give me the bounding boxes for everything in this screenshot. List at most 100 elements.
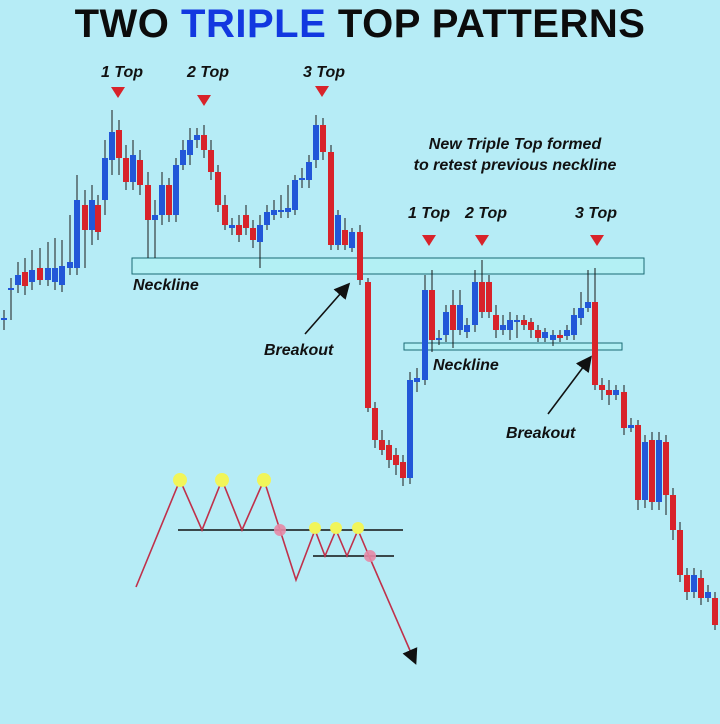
schematic-diagram <box>135 473 418 665</box>
candle-body <box>180 150 186 165</box>
candle-body <box>521 320 527 325</box>
candle <box>436 330 442 345</box>
candle-body <box>299 178 305 180</box>
candle-body <box>592 302 598 385</box>
candle-body <box>493 315 499 330</box>
candle <box>292 175 298 215</box>
candle <box>45 242 51 286</box>
candle <box>123 145 129 190</box>
candle <box>521 315 527 330</box>
candle-body <box>250 228 256 240</box>
candle-body <box>236 225 242 235</box>
candle <box>457 290 463 335</box>
candle <box>320 118 326 160</box>
candle-body <box>67 262 73 268</box>
candle <box>166 178 172 222</box>
candle <box>450 290 456 348</box>
candle-body <box>464 325 470 332</box>
candle-body <box>414 378 420 382</box>
candle <box>173 158 179 222</box>
candle <box>229 218 235 235</box>
candle <box>15 262 21 293</box>
candle <box>116 120 122 175</box>
candle-body <box>564 330 570 336</box>
candle <box>306 155 312 188</box>
candle-body <box>407 380 413 478</box>
candle <box>335 210 341 250</box>
candle <box>67 215 73 275</box>
title-part-3: TOP PATTERNS <box>337 2 646 46</box>
candle <box>1 310 7 330</box>
candle-body <box>507 320 513 330</box>
candle-body <box>443 312 449 335</box>
candle <box>145 172 151 258</box>
candle-body <box>613 390 619 395</box>
candle-body <box>52 268 58 282</box>
candle <box>557 330 563 342</box>
candle <box>599 378 605 400</box>
candle <box>357 225 363 285</box>
candle-body <box>663 442 669 495</box>
candle <box>194 128 200 148</box>
candle-body <box>306 162 312 180</box>
p2-note-line-1: New Triple Top formed <box>429 136 603 153</box>
candle <box>535 325 541 342</box>
schematic-top-dot <box>330 522 342 534</box>
candle <box>550 330 556 346</box>
breakout-arrow-1 <box>304 282 351 335</box>
candle-body <box>194 135 200 140</box>
schematic-top-dot <box>309 522 321 534</box>
candle <box>109 110 115 175</box>
candle-body <box>698 578 704 598</box>
candle <box>130 140 136 190</box>
candle-body <box>550 335 556 340</box>
candle <box>379 430 385 455</box>
candle <box>578 292 584 325</box>
candle <box>243 205 249 235</box>
candle <box>29 250 35 290</box>
candle-body <box>342 230 348 245</box>
candle-body <box>400 462 406 478</box>
candle <box>271 200 277 220</box>
candle <box>507 312 513 340</box>
candle <box>443 305 449 342</box>
candle-body <box>528 322 534 330</box>
candle-body <box>187 140 193 155</box>
candle <box>606 380 612 405</box>
candle-body <box>102 158 108 200</box>
candle <box>59 240 65 292</box>
candle-body <box>222 205 228 225</box>
p1-top3-label: 3 Top <box>303 64 345 81</box>
candle <box>486 275 492 318</box>
candle <box>187 128 193 165</box>
candle <box>349 228 355 252</box>
candle <box>705 585 711 602</box>
candle-body <box>313 125 319 160</box>
candle-body <box>656 440 662 502</box>
candle <box>257 215 263 268</box>
candle <box>208 140 214 180</box>
candle-body <box>145 185 151 220</box>
candle <box>663 435 669 515</box>
candle-body <box>82 205 88 230</box>
candle-body <box>137 160 143 185</box>
candle-body <box>215 172 221 205</box>
top-marker-5 <box>475 235 489 246</box>
candle <box>299 168 305 188</box>
candle-body <box>635 425 641 500</box>
candle <box>159 172 165 225</box>
candle <box>698 570 704 605</box>
candle-body <box>357 232 363 280</box>
candle-body <box>486 282 492 312</box>
candle <box>500 315 506 335</box>
candle-body <box>243 215 249 228</box>
schematic-top-dot <box>215 473 229 487</box>
candle <box>635 420 641 510</box>
title-part-1: TWO <box>74 2 170 46</box>
candle-body <box>29 270 35 282</box>
candle-body <box>585 302 591 308</box>
candle <box>74 175 80 275</box>
candle <box>684 568 690 600</box>
p2-note-line-2: to retest previous neckline <box>414 157 617 174</box>
candle-body <box>37 268 43 280</box>
